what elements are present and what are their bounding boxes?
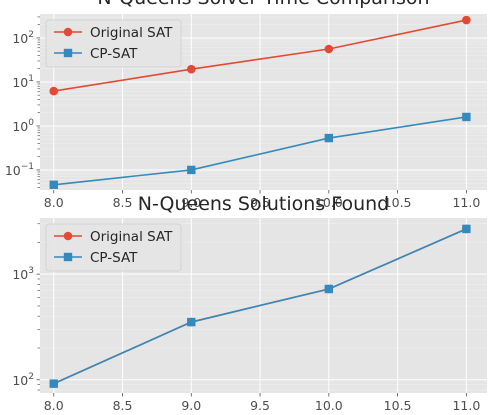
data-point — [49, 86, 59, 96]
legend-marker — [63, 27, 73, 37]
y-tick-label: 102 — [12, 30, 34, 46]
data-point — [462, 15, 471, 25]
x-tick-label: 9.0 — [181, 398, 201, 413]
y-tick-label: 102 — [12, 372, 34, 388]
series-line — [53, 228, 467, 385]
legend-marker — [63, 231, 73, 241]
series-line — [53, 19, 467, 92]
data-point — [187, 165, 196, 175]
y-tick-label: 100 — [12, 118, 34, 134]
data-point — [324, 284, 334, 294]
legend-label: Original SAT — [90, 25, 173, 41]
data-point — [462, 112, 471, 122]
y-tick-label: 101 — [12, 74, 34, 90]
legend-marker — [63, 252, 73, 262]
x-tick-label: 10.5 — [384, 398, 412, 413]
x-tick-label: 8.5 — [113, 398, 133, 413]
chart-panel-1: 8.0 8.5 9.0 9.5 10.0 10.5 11.0 10−1 100 101 102 Ori… — [5, 14, 487, 210]
data-point — [49, 379, 58, 388]
data-point — [324, 133, 334, 143]
x-tick-label: 8.0 — [44, 398, 64, 413]
y-tick-label: 10−1 — [5, 162, 34, 178]
x-tick-label: 9.0 — [181, 195, 201, 210]
chart-title: N-Queens Solver Time Comparison — [97, 0, 429, 9]
x-tick-label: 8.5 — [113, 195, 133, 210]
legend: Original SAT CP-SAT — [45, 19, 182, 68]
legend-label: Original SAT — [90, 229, 173, 245]
data-point — [324, 44, 334, 54]
chart-title: N-Queens Solutions Found — [138, 193, 389, 215]
x-tick-label: 9.5 — [250, 195, 270, 210]
y-tick-label: 103 — [12, 266, 34, 282]
x-tick-label: 11.0 — [452, 398, 480, 413]
data-point — [462, 224, 471, 234]
data-point — [187, 317, 196, 327]
series-original-sat — [49, 15, 471, 96]
x-tick-label: 11.0 — [452, 195, 480, 210]
x-tick-label: 10.0 — [315, 398, 343, 413]
data-point — [49, 180, 58, 189]
legend-label: CP-SAT — [90, 250, 138, 266]
chart-panel-2: 8.0 8.5 9.0 9.5 10.0 10.5 11.0 102 103 Original S… — [12, 218, 487, 413]
series-line — [53, 116, 467, 186]
legend-label: CP-SAT — [90, 46, 138, 62]
x-tick-label: 9.5 — [250, 398, 270, 413]
x-tick-label: 10.5 — [384, 195, 412, 210]
x-tick-label: 10.0 — [315, 195, 343, 210]
legend-marker — [63, 48, 73, 58]
legend: Original SAT CP-SAT — [45, 223, 182, 272]
series-cp-sat — [49, 224, 471, 388]
x-tick-label: 8.0 — [44, 195, 64, 210]
series-cp-sat — [49, 112, 471, 189]
data-point — [186, 64, 196, 74]
